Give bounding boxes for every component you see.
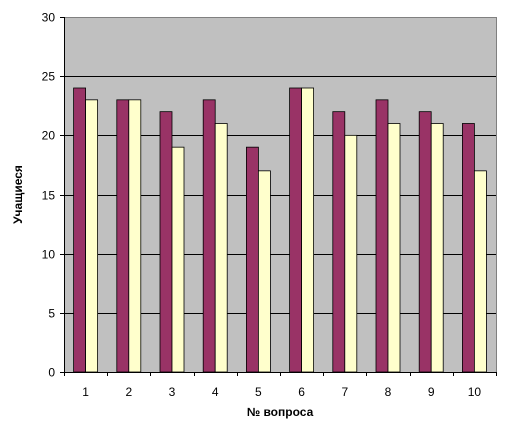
x-tick-label: 7 <box>341 385 348 399</box>
y-tick-label: 15 <box>42 189 56 203</box>
y-tick-label: 30 <box>42 11 56 25</box>
x-tick-labels: 1 2 3 4 5 6 7 8 9 10 <box>64 372 497 399</box>
x-tick-label: 10 <box>468 385 482 399</box>
bar-series1-q2 <box>116 99 130 373</box>
y-axis-title: Учащиеся <box>11 165 25 224</box>
x-tick-label: 3 <box>169 385 176 399</box>
x-tick-label: 5 <box>255 385 262 399</box>
bar-series1-q4 <box>202 99 216 373</box>
bar-series2-q4 <box>214 123 228 373</box>
bar-series2-q1 <box>85 99 98 373</box>
bar-series2-q3 <box>171 146 185 373</box>
bar-series1-q9 <box>418 111 432 373</box>
x-tick-label: 4 <box>212 385 219 399</box>
y-tick-label: 25 <box>42 70 56 84</box>
y-tick-label: 0 <box>48 366 55 380</box>
x-tick-label: 2 <box>125 385 132 399</box>
bar-series2-q2 <box>128 99 142 373</box>
y-tick-label: 20 <box>42 129 56 143</box>
y-tick-label: 10 <box>42 248 56 262</box>
x-axis-title: № вопроса <box>247 405 314 419</box>
bar-series2-q8 <box>387 123 401 373</box>
x-tick-label: 8 <box>385 385 392 399</box>
bar-series2-q9 <box>430 123 444 373</box>
bar-series1-q3 <box>159 111 173 373</box>
y-tick-label: 5 <box>48 307 55 321</box>
bars <box>73 87 487 373</box>
x-tick-label: 6 <box>298 385 305 399</box>
bar-series1-q7 <box>332 111 346 373</box>
bar-series1-q6 <box>289 87 303 373</box>
y-tick-labels: 0 5 10 15 20 25 30 <box>42 11 64 380</box>
bar-series1-q10 <box>461 123 475 373</box>
bar-series2-q7 <box>344 134 358 373</box>
bar-series2-q6 <box>301 87 315 373</box>
bar-series2-q5 <box>257 170 271 373</box>
x-tick-label: 1 <box>82 385 89 399</box>
bar-series2-q10 <box>473 170 487 373</box>
bar-series1-q1 <box>73 87 86 373</box>
bar-series1-q8 <box>375 99 389 373</box>
bar-series1-q5 <box>245 146 259 373</box>
x-tick-label: 9 <box>428 385 435 399</box>
